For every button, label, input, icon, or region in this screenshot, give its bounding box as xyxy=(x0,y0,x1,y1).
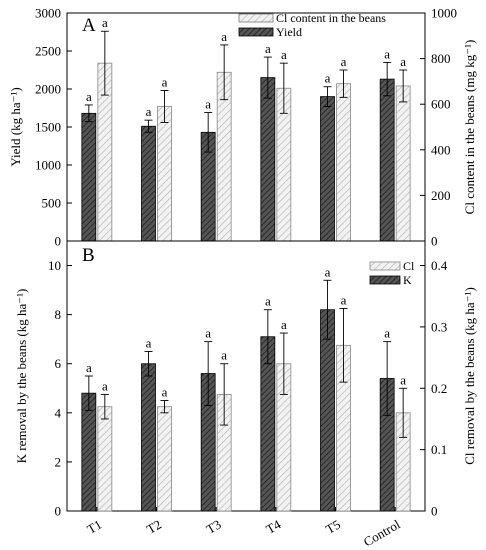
bar-a-yield xyxy=(81,112,97,242)
left-tick-label: 2000 xyxy=(35,82,61,97)
legend-label-cl: Cl xyxy=(403,259,415,273)
legend-swatch-cl-content xyxy=(238,13,274,23)
bar-a-cl-content-in-the-beans xyxy=(336,83,351,242)
right-tick-label: 600 xyxy=(431,97,451,112)
significance-letter: a xyxy=(265,294,271,309)
significance-letter: a xyxy=(162,385,168,400)
right-tick-label: 0.3 xyxy=(431,319,447,334)
bar-a-cl-content-in-the-beans xyxy=(395,85,411,242)
left-tick-label: 6 xyxy=(55,356,62,371)
right-tick-label: 200 xyxy=(431,188,451,203)
significance-letter: a xyxy=(205,97,211,112)
significance-letter: a xyxy=(325,264,331,279)
panel-a-y2-axis-title: Cl content in the beans (mg kg⁻¹) xyxy=(462,40,477,215)
significance-letter: a xyxy=(146,104,152,119)
significance-letter: a xyxy=(400,54,406,69)
left-tick-label: 500 xyxy=(42,196,62,211)
legend-swatch-yield xyxy=(238,27,274,37)
bar-a-yield xyxy=(379,78,395,242)
panel-b-category-axis: T1 T2 T3 T4 T5 Control xyxy=(84,507,403,549)
panel-a-letter: A xyxy=(82,15,96,36)
panel-a-legend: Cl content in the beans Yield xyxy=(238,11,386,39)
category-label: T3 xyxy=(204,517,224,537)
bar-a-yield xyxy=(320,96,335,242)
category-label: Control xyxy=(361,516,403,549)
significance-letter: a xyxy=(341,54,347,69)
panel-b: B K removal by the beans (kg ha⁻¹) Cl re… xyxy=(14,240,477,549)
bar-b-k xyxy=(81,392,97,512)
panel-a-y-axis-title: Yield (kg ha⁻¹) xyxy=(8,87,23,166)
significance-letter: a xyxy=(205,326,211,341)
panel-b-letter: B xyxy=(82,245,95,266)
significance-letter: a xyxy=(221,348,227,363)
bar-b-k xyxy=(141,363,156,512)
left-tick-label: 10 xyxy=(48,258,61,273)
bar-b-cl xyxy=(97,406,113,512)
significance-letter: a xyxy=(86,360,92,375)
right-tick-label: 400 xyxy=(431,142,451,157)
significance-letter: a xyxy=(384,46,390,61)
right-tick-label: 800 xyxy=(431,51,451,66)
left-tick-label: 3000 xyxy=(35,6,61,21)
panel-b-y2-axis-title: Cl removal by the beans (kg ha⁻¹) xyxy=(462,287,477,465)
significance-letter: a xyxy=(341,293,347,308)
panel-b-left-axis: 0 2 4 6 8 10 xyxy=(48,258,72,519)
left-tick-label: 0 xyxy=(55,234,62,249)
significance-letter: a xyxy=(221,29,227,44)
right-tick-label: 0 xyxy=(431,504,438,519)
panel-b-legend: Cl K xyxy=(369,259,415,287)
bar-b-k xyxy=(320,309,335,512)
category-label: T2 xyxy=(144,517,164,537)
legend-label-cl-content: Cl content in the beans xyxy=(276,11,386,25)
significance-letter: a xyxy=(102,15,108,30)
left-tick-label: 2500 xyxy=(35,44,61,59)
significance-letter: a xyxy=(281,317,287,332)
significance-letter: a xyxy=(162,75,168,90)
bar-b-cl xyxy=(157,406,172,512)
panel-b-frame xyxy=(66,240,426,512)
right-tick-label: 0 xyxy=(431,234,438,249)
right-tick-label: 0.1 xyxy=(431,442,447,457)
category-label: T4 xyxy=(263,516,283,536)
right-tick-label: 0.4 xyxy=(431,258,448,273)
category-label: T1 xyxy=(84,517,104,537)
panel-a-frame xyxy=(66,12,426,242)
left-tick-label: 1000 xyxy=(35,158,61,173)
bar-a-yield xyxy=(141,125,156,242)
significance-letter: a xyxy=(281,47,287,62)
panel-a: A Yield (kg ha⁻¹) Cl content in the bean… xyxy=(8,6,477,249)
left-tick-label: 8 xyxy=(55,307,62,322)
significance-letter: a xyxy=(384,326,390,341)
significance-letter: a xyxy=(146,335,152,350)
bar-a-cl-content-in-the-beans xyxy=(157,106,172,242)
panel-a-right-axis: 0 200 400 600 800 1000 xyxy=(420,6,457,249)
category-label: T5 xyxy=(323,517,343,537)
right-tick-label: 1000 xyxy=(431,6,457,21)
legend-swatch-k xyxy=(369,275,401,285)
significance-letter: a xyxy=(102,378,108,393)
left-tick-label: 4 xyxy=(55,405,62,420)
legend-label-yield: Yield xyxy=(276,25,302,39)
panel-a-left-axis: 0 500 1000 1500 2000 2500 3000 xyxy=(35,6,72,249)
left-tick-label: 2 xyxy=(55,454,62,469)
bar-a-yield xyxy=(260,77,276,242)
right-tick-label: 0.2 xyxy=(431,381,447,396)
legend-label-k: K xyxy=(403,273,412,287)
significance-letter: a xyxy=(265,41,271,56)
panel-b-y-axis-title: K removal by the beans (kg ha⁻¹) xyxy=(14,289,29,464)
significance-letter: a xyxy=(400,372,406,387)
left-tick-label: 0 xyxy=(55,504,62,519)
significance-letter: a xyxy=(86,89,92,104)
legend-swatch-cl xyxy=(369,261,401,271)
left-tick-label: 1500 xyxy=(35,120,61,135)
significance-letter: a xyxy=(325,71,331,86)
panel-b-right-axis: 0 0.1 0.2 0.3 0.4 xyxy=(420,258,448,519)
